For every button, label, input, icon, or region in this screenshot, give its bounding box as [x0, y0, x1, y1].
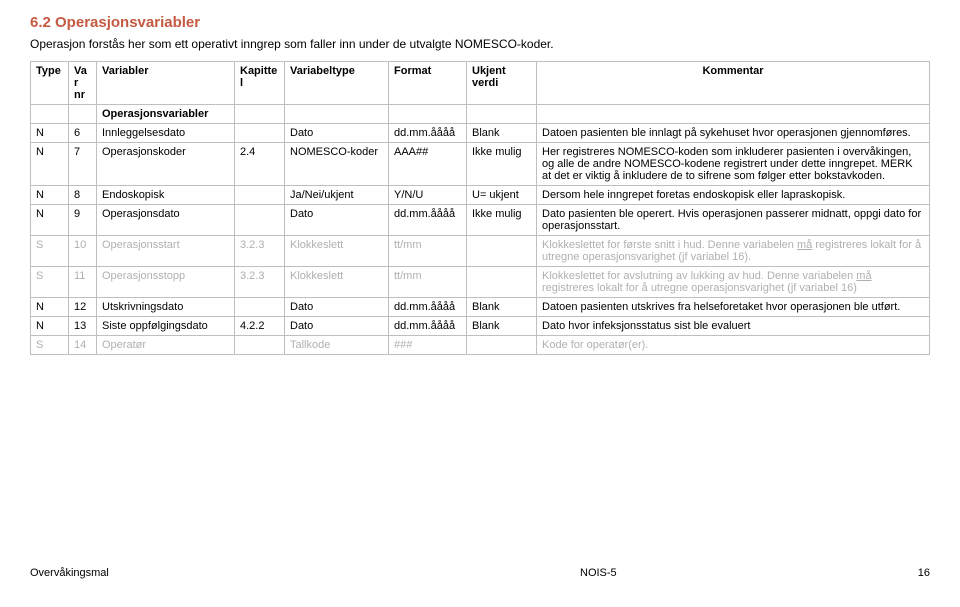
- cell-uv: [467, 267, 537, 298]
- col-variabler: Variabler: [97, 62, 235, 105]
- cell-fmt: dd.mm.åååå: [389, 317, 467, 336]
- cell-type: N: [31, 186, 69, 205]
- col-varnr: Varnr: [69, 62, 97, 105]
- cell-var: Innleggelsesdato: [97, 124, 235, 143]
- cell-vtype: Dato: [285, 205, 389, 236]
- table-row: N6Innleggelsesdato Datodd.mm.ååååBlankDat…: [31, 124, 930, 143]
- cell-nr: 11: [69, 267, 97, 298]
- cell-uv: Blank: [467, 124, 537, 143]
- table-header-row: Type Varnr Variabler Kapittel Variabelty…: [31, 62, 930, 105]
- cell-fmt: dd.mm.åååå: [389, 124, 467, 143]
- cell-type: N: [31, 317, 69, 336]
- cell-nr: 8: [69, 186, 97, 205]
- cell-kommentar: Dato pasienten ble operert. Hvis operasj…: [537, 205, 930, 236]
- cell-type: N: [31, 143, 69, 186]
- cell-type: N: [31, 124, 69, 143]
- cell-type: S: [31, 236, 69, 267]
- cell-kommentar: Dersom hele inngrepet foretas endoskopis…: [537, 186, 930, 205]
- cell-kap: 2.4: [235, 143, 285, 186]
- page-footer: Overvåkingsmal NOIS-5 16: [30, 567, 930, 579]
- section-row: Operasjonsvariabler: [31, 105, 930, 124]
- cell-kap: 4.2.2: [235, 317, 285, 336]
- cell-kommentar: Datoen pasienten ble innlagt på sykehuse…: [537, 124, 930, 143]
- cell-kap: [235, 205, 285, 236]
- cell-var: Utskrivningsdato: [97, 298, 235, 317]
- col-format: Format: [389, 62, 467, 105]
- cell-vtype: Dato: [285, 124, 389, 143]
- cell-kommentar: Datoen pasienten utskrives fra helsefore…: [537, 298, 930, 317]
- cell-fmt: tt/mm: [389, 267, 467, 298]
- table-row: N8Endoskopisk Ja/Nei/ukjentY/N/UU= ukjent…: [31, 186, 930, 205]
- cell-uv: Blank: [467, 298, 537, 317]
- cell-vtype: Tallkode: [285, 336, 389, 355]
- cell-fmt: dd.mm.åååå: [389, 298, 467, 317]
- cell-vtype: Klokkeslett: [285, 267, 389, 298]
- cell-uv: Ikke mulig: [467, 143, 537, 186]
- cell-uv: [467, 336, 537, 355]
- cell-uv: [467, 236, 537, 267]
- cell-kap: [235, 298, 285, 317]
- cell-var: Endoskopisk: [97, 186, 235, 205]
- cell-kommentar: Klokkeslettet for første snitt i hud. De…: [537, 236, 930, 267]
- cell-var: Operatør: [97, 336, 235, 355]
- cell-kommentar: Her registreres NOMESCO-koden som inklud…: [537, 143, 930, 186]
- col-variabeltype: Variabeltype: [285, 62, 389, 105]
- cell-type: S: [31, 267, 69, 298]
- table-row: N9Operasjonsdato Datodd.mm.ååååIkke mulig…: [31, 205, 930, 236]
- footer-left: Overvåkingsmal: [30, 567, 340, 579]
- cell-vtype: Dato: [285, 317, 389, 336]
- footer-page: 16: [890, 567, 930, 579]
- cell-nr: 12: [69, 298, 97, 317]
- section-heading: 6.2 Operasjonsvariabler: [30, 14, 930, 31]
- cell-nr: 9: [69, 205, 97, 236]
- cell-kap: 3.2.3: [235, 267, 285, 298]
- cell-fmt: ###: [389, 336, 467, 355]
- cell-vtype: Klokkeslett: [285, 236, 389, 267]
- col-ukjent: Ukjentverdi: [467, 62, 537, 105]
- cell-var: Siste oppfølgingsdato: [97, 317, 235, 336]
- cell-uv: Blank: [467, 317, 537, 336]
- cell-kap: 3.2.3: [235, 236, 285, 267]
- col-kommentar: Kommentar: [537, 62, 930, 105]
- cell-nr: 10: [69, 236, 97, 267]
- cell-kap: [235, 336, 285, 355]
- footer-center: NOIS-5: [340, 567, 890, 579]
- cell-vtype: Ja/Nei/ukjent: [285, 186, 389, 205]
- cell-nr: 13: [69, 317, 97, 336]
- cell-vtype: NOMESCO-koder: [285, 143, 389, 186]
- section-label: Operasjonsvariabler: [97, 105, 235, 124]
- cell-nr: 14: [69, 336, 97, 355]
- col-kapittel: Kapittel: [235, 62, 285, 105]
- cell-fmt: tt/mm: [389, 236, 467, 267]
- cell-kommentar: Klokkeslettet for avslutning av lukking …: [537, 267, 930, 298]
- table-row: S10Operasjonsstart3.2.3Klokkesletttt/mm K…: [31, 236, 930, 267]
- cell-uv: Ikke mulig: [467, 205, 537, 236]
- table-row: N13Siste oppfølgingsdato4.2.2Datodd.mm.å…: [31, 317, 930, 336]
- table-row: N7Operasjonskoder2.4NOMESCO-koderAAA##Ik…: [31, 143, 930, 186]
- cell-kap: [235, 186, 285, 205]
- cell-uv: U= ukjent: [467, 186, 537, 205]
- intro-text: Operasjon forstås her som ett operativt …: [30, 37, 930, 51]
- cell-var: Operasjonsstopp: [97, 267, 235, 298]
- cell-fmt: dd.mm.åååå: [389, 205, 467, 236]
- cell-type: S: [31, 336, 69, 355]
- cell-nr: 7: [69, 143, 97, 186]
- cell-kommentar: Dato hvor infeksjonsstatus sist ble eval…: [537, 317, 930, 336]
- cell-vtype: Dato: [285, 298, 389, 317]
- cell-nr: 6: [69, 124, 97, 143]
- table-row: S14Operatør Tallkode### Kode for operatør(…: [31, 336, 930, 355]
- col-type: Type: [31, 62, 69, 105]
- table-row: N12Utskrivningsdato Datodd.mm.ååååBlankDa…: [31, 298, 930, 317]
- variables-table: Type Varnr Variabler Kapittel Variabelty…: [30, 61, 930, 355]
- cell-fmt: Y/N/U: [389, 186, 467, 205]
- cell-var: Operasjonskoder: [97, 143, 235, 186]
- cell-var: Operasjonsstart: [97, 236, 235, 267]
- cell-kap: [235, 124, 285, 143]
- cell-type: N: [31, 205, 69, 236]
- cell-fmt: AAA##: [389, 143, 467, 186]
- table-row: S11Operasjonsstopp3.2.3Klokkesletttt/mm K…: [31, 267, 930, 298]
- cell-type: N: [31, 298, 69, 317]
- cell-var: Operasjonsdato: [97, 205, 235, 236]
- cell-kommentar: Kode for operatør(er).: [537, 336, 930, 355]
